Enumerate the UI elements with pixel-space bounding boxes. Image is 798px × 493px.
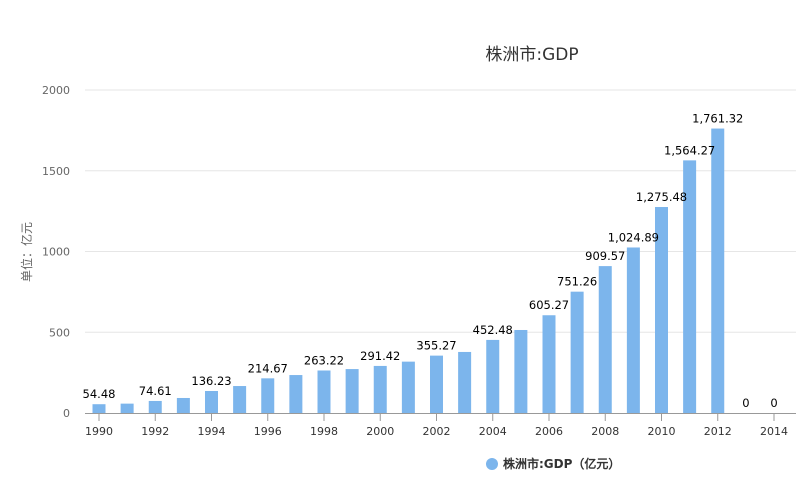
x-tick-label: 2004	[479, 425, 507, 438]
data-label: 214.67	[248, 361, 288, 375]
bar-1993[interactable]	[176, 397, 190, 413]
bar-1990[interactable]	[92, 404, 106, 413]
bar-1998[interactable]	[317, 370, 331, 413]
y-tick-label: 500	[49, 326, 70, 339]
bar-2004[interactable]	[486, 339, 500, 413]
bar-2011[interactable]	[683, 160, 697, 413]
bar-2000[interactable]	[373, 365, 387, 413]
data-label: 136.23	[191, 374, 231, 388]
y-tick-label: 0	[63, 407, 70, 420]
y-tick-label: 1000	[42, 246, 70, 259]
data-label: 0	[742, 396, 749, 410]
data-label: 355.27	[416, 339, 456, 353]
x-tick-label: 1998	[310, 425, 338, 438]
chart-title: 株洲市:GDP	[485, 45, 578, 65]
bar-2009[interactable]	[626, 247, 640, 413]
bar-2005[interactable]	[514, 329, 528, 413]
bar-2007[interactable]	[570, 291, 584, 413]
bar-1996[interactable]	[261, 378, 275, 413]
data-label: 605.27	[529, 298, 569, 312]
data-label: 909.57	[585, 249, 625, 263]
data-label: 0	[770, 396, 777, 410]
bar-1992[interactable]	[148, 400, 162, 413]
y-tick-label: 1500	[42, 165, 70, 178]
data-label: 1,275.48	[636, 190, 687, 204]
legend-label: 株洲市:GDP（亿元）	[503, 456, 620, 471]
data-label: 74.61	[139, 384, 172, 398]
bar-2008[interactable]	[598, 266, 612, 413]
x-tick-label: 1994	[198, 425, 226, 438]
bar-2002[interactable]	[430, 355, 443, 413]
data-label: 1,761.32	[692, 112, 743, 126]
data-label: 54.48	[83, 387, 116, 401]
data-label: 452.48	[473, 323, 513, 337]
x-tick-label: 2010	[648, 425, 676, 438]
bar-2012[interactable]	[711, 128, 725, 413]
legend[interactable]: 株洲市:GDP（亿元）	[486, 456, 620, 471]
x-tick-label: 1996	[254, 425, 282, 438]
y-tick-label: 2000	[42, 84, 70, 97]
x-tick-label: 2008	[591, 425, 619, 438]
x-tick-label: 1990	[85, 425, 113, 438]
x-tick-label: 2012	[704, 425, 732, 438]
bar-2010[interactable]	[655, 207, 668, 413]
x-tick-label: 2000	[366, 425, 394, 438]
data-label: 1,564.27	[664, 143, 715, 157]
data-label: 751.26	[557, 275, 597, 289]
bar-1997[interactable]	[289, 375, 303, 413]
bar-1995[interactable]	[233, 386, 247, 413]
bar-1994[interactable]	[205, 390, 218, 413]
data-label: 291.42	[360, 349, 400, 363]
bar-2003[interactable]	[458, 351, 472, 413]
x-tick-label: 1992	[141, 425, 169, 438]
bar-2001[interactable]	[401, 361, 415, 413]
legend-marker	[486, 458, 498, 470]
data-label: 1,024.89	[608, 230, 659, 244]
bar-2006[interactable]	[542, 315, 556, 413]
data-label: 263.22	[304, 353, 344, 367]
bar-1991[interactable]	[120, 403, 134, 413]
y-axis-label: 单位：亿元	[19, 222, 34, 282]
x-tick-label: 2006	[535, 425, 563, 438]
x-tick-label: 2002	[423, 425, 451, 438]
x-tick-label: 2014	[760, 425, 788, 438]
bar-1999[interactable]	[345, 369, 359, 413]
